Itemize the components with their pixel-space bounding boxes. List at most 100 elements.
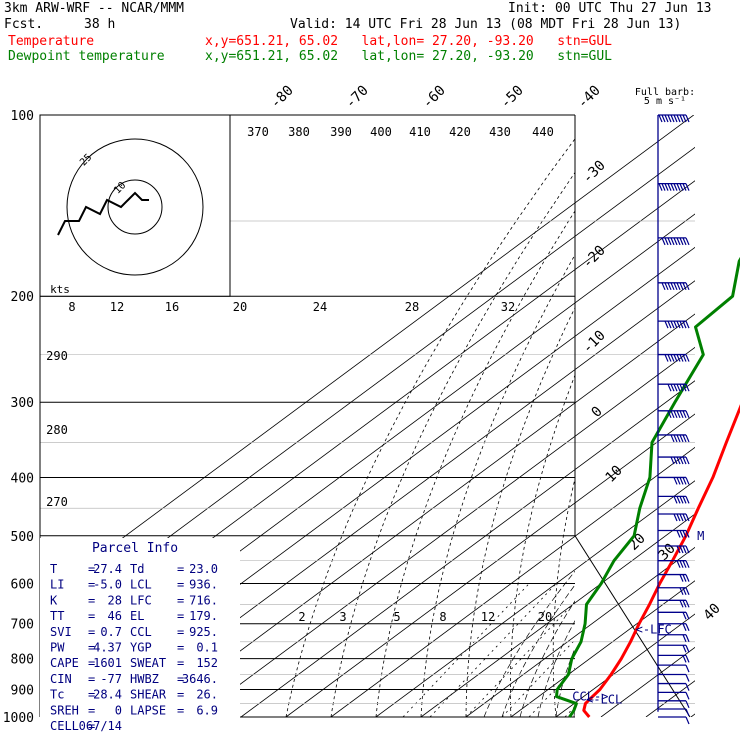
isotherm-label: -80 [268,83,297,112]
forecast-hour: 38 h [84,17,116,32]
theta-e-label: 280 [46,423,68,437]
wind-barb-feather [673,354,678,362]
dry-adiabat-line [330,171,575,717]
wind-barb-feather [667,282,672,291]
wind-barb-feather [682,545,687,554]
wind-barb-feather [667,410,672,419]
wind-barb-feather [685,692,690,700]
wind-barb-feather [676,513,681,522]
valid-time: Valid: 14 UTC Fri 28 Jun 13 (08 MDT Fri … [290,17,682,32]
wind-barb-feather [676,354,681,362]
dewpoint-trace [555,256,740,718]
wind-barb-feather [679,530,684,538]
wind-barb-feather [673,282,678,291]
chart-header: 3km ARW-WRF -- NCAR/MMM Init: 00 UTC Thu… [0,0,740,70]
moist-adiabat-line [519,600,575,717]
pressure-tick-label: 600 [11,577,34,592]
parcel-key: CIN [50,672,72,686]
wind-barb-feather [661,183,666,191]
parcel-value: 179. [189,609,218,623]
wind-barb-feather [682,354,687,362]
isotherm-line [330,446,695,717]
wind-barb-feather [685,612,690,620]
wind-barb-feather [676,114,681,123]
wind-barb-feather [679,545,684,554]
parcel-value: 28.4 [93,688,122,702]
parcel-key: SVI [50,625,72,639]
wind-barb-feather [673,320,678,329]
wind-barbs [657,114,690,725]
pressure-tick-label: 300 [11,396,34,411]
parcel-key: SWEAT [130,656,166,670]
parcel-equals: = [88,703,95,717]
wind-barb-feather [679,456,684,465]
parcel-value: 925. [189,625,218,639]
upper-scale-label: 8 [68,300,75,314]
wind-barb-feather [685,645,690,653]
wind-barb-feather [682,410,687,419]
isotherm-line [420,513,695,717]
theta-label: 370 [247,125,269,139]
moist-adiabat-line [609,296,740,717]
mixing-ratio-label: 8 [439,610,446,624]
parcel-value: -77 [100,672,122,686]
wind-barb-feather [679,237,684,246]
wind-barb-feather [667,114,672,123]
parcel-key: EL [130,609,144,623]
wind-barb-feather [673,237,678,246]
wind-barb-feather [682,587,687,596]
wind-barb-feather [682,600,687,608]
isotherm-line [465,546,695,717]
parcel-key: LI [50,578,64,592]
parcel-info-title: Parcel Info [92,541,178,556]
parcel-value: 3646. [182,672,218,686]
wind-barb-feather [685,282,690,291]
wind-barb-feather [682,655,687,663]
parcel-value: 716. [189,593,218,607]
wind-barb-feather [685,183,690,191]
mixing-ratio-label: 20 [538,610,552,624]
wind-barb-feather [679,282,684,291]
upper-scale-label: 24 [313,300,327,314]
parcel-equals: = [88,625,95,639]
parcel-value: 23.0 [189,562,218,576]
hodograph-ring-inner [107,179,163,235]
wind-barb-feather [673,434,678,443]
parcel-equals: = [177,609,184,623]
wind-barb-feather [685,410,690,419]
wind-barb-feather [664,114,669,123]
wind-barb-feather [670,237,675,246]
isotherm-line [375,480,695,717]
wind-barb-feather [667,354,672,362]
parcel-value: -5.0 [93,578,122,592]
wind-barb-feather [685,683,690,691]
pressure-tick-label: 500 [11,530,34,545]
wind-barb-feather [676,237,681,246]
wind-barb-feather [667,183,672,191]
parcel-key: SHEAR [130,688,167,702]
wind-barb-feather [667,320,672,329]
isotherm-line [285,413,695,717]
wind-barb-feather [682,574,687,582]
wind-barb-feather [676,496,681,504]
barb-legend-value: 5 m s⁻¹ [644,96,686,107]
isotherm-line [510,580,695,717]
wind-barb-feather [676,383,681,392]
mixing-ratio-line [501,639,575,717]
isotherm-line [150,313,695,717]
wind-barb-feather [679,587,684,596]
parcel-equals: = [88,593,95,607]
wind-barb-feather [670,114,675,123]
wind-barb-feather [676,434,681,443]
wind-barb-feather [682,530,687,538]
theta-label: 410 [409,125,431,139]
mixing-ratio-label: 3 [339,610,346,624]
wind-barb-feather [685,496,690,504]
parcel-value: 26. [196,688,218,702]
wind-barb-feather [667,237,672,246]
isotherm-label: -40 [575,83,604,112]
pressure-tick-label: 400 [11,471,34,486]
wind-barb-feather [685,574,690,582]
isotherm-line [555,613,695,717]
